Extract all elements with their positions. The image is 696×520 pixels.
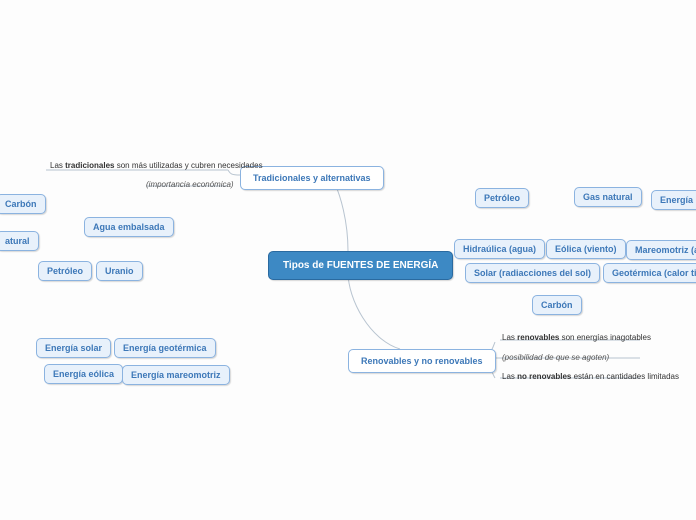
leaf-e_solar[interactable]: Energía solar xyxy=(36,338,111,358)
leaf-agua_emb[interactable]: Agua embalsada xyxy=(84,217,174,237)
leaf-e_geo[interactable]: Energía geotérmica xyxy=(114,338,216,358)
leaf-e_mareo[interactable]: Energía mareomotriz xyxy=(122,365,230,385)
leaf-carbon_l[interactable]: Carbón xyxy=(0,194,46,214)
leaf-uranio[interactable]: Uranio xyxy=(96,261,143,281)
note-n3: Las renovables son energías inagotables xyxy=(502,333,651,342)
central-node[interactable]: Tipos de FUENTES DE ENERGÍA xyxy=(268,251,453,280)
leaf-hidraulica[interactable]: Hidraúlica (agua) xyxy=(454,239,545,259)
leaf-geo_r[interactable]: Geotérmica (calor tierra xyxy=(603,263,696,283)
leaf-carbon_r[interactable]: Carbón xyxy=(532,295,582,315)
leaf-solar_r[interactable]: Solar (radiacciones del sol) xyxy=(465,263,600,283)
note-n5: Las no renovables están en cantidades li… xyxy=(502,372,679,381)
leaf-natural_l[interactable]: atural xyxy=(0,231,39,251)
note-n2: (importancia económica) xyxy=(146,180,234,189)
note-n4: (posibilidad de que se agoten) xyxy=(502,353,609,362)
leaf-mareo_r[interactable]: Mareomotriz (ag xyxy=(626,240,696,260)
leaf-e_eolica[interactable]: Energía eólica xyxy=(44,364,123,384)
leaf-eolica_r[interactable]: Eólica (viento) xyxy=(546,239,626,259)
leaf-petroleo_l[interactable]: Petróleo xyxy=(38,261,92,281)
leaf-gas_nat[interactable]: Gas natural xyxy=(574,187,642,207)
leaf-energia_n[interactable]: Energía n xyxy=(651,190,696,210)
leaf-petroleo_r[interactable]: Petróleo xyxy=(475,188,529,208)
branch-renovables[interactable]: Renovables y no renovables xyxy=(348,349,496,373)
note-n1: Las tradicionales son más utilizadas y c… xyxy=(50,161,263,170)
